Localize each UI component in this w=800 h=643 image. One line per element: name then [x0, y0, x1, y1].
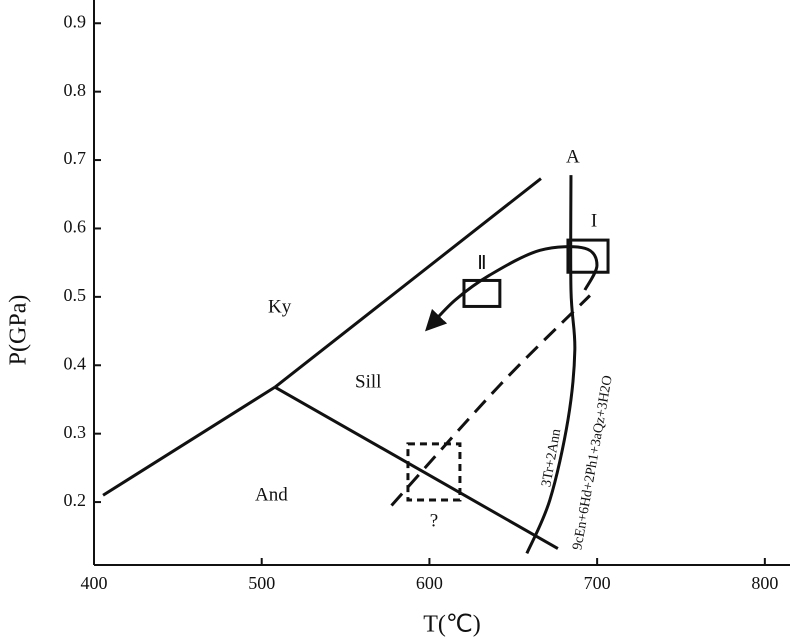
x-tick-label: 600 — [416, 573, 443, 593]
x-axis-label: T(℃) — [423, 612, 481, 638]
annotation: Ky — [268, 296, 292, 317]
region-box — [462, 278, 502, 308]
annotation: And — [255, 484, 288, 505]
region-box — [566, 238, 610, 274]
region-box — [406, 442, 462, 502]
y-tick-label: 0.9 — [64, 11, 87, 31]
y-tick-label: 0.6 — [64, 217, 87, 237]
x-tick-label: 700 — [584, 573, 611, 593]
y-tick-label: 0.7 — [64, 148, 87, 168]
y-tick-label: 0.2 — [64, 490, 87, 510]
region-label: ? — [430, 510, 438, 531]
region-label: I — [591, 210, 597, 231]
reaction-label: 9cEn+6Hd+2Ph1+3aQz+3H2O — [570, 374, 616, 551]
x-tick-label: 800 — [751, 573, 778, 593]
y-tick-label: 0.8 — [64, 80, 87, 100]
annotation: Sill — [355, 371, 381, 392]
x-tick-label: 400 — [81, 573, 108, 593]
phase-line — [525, 175, 577, 554]
y-tick-label: 0.3 — [64, 422, 87, 442]
region-label: Ⅱ — [477, 253, 486, 274]
phase-line — [424, 245, 599, 332]
annotation: A — [566, 146, 580, 167]
phase-line — [274, 177, 542, 389]
phase-line — [274, 385, 559, 550]
y-axis-label: P(GPa) — [6, 295, 32, 366]
y-tick-label: 0.4 — [64, 353, 87, 373]
x-tick-label: 500 — [248, 573, 275, 593]
phase-line — [102, 385, 276, 497]
y-tick-label: 0.5 — [64, 285, 87, 305]
phase-line — [390, 294, 591, 507]
